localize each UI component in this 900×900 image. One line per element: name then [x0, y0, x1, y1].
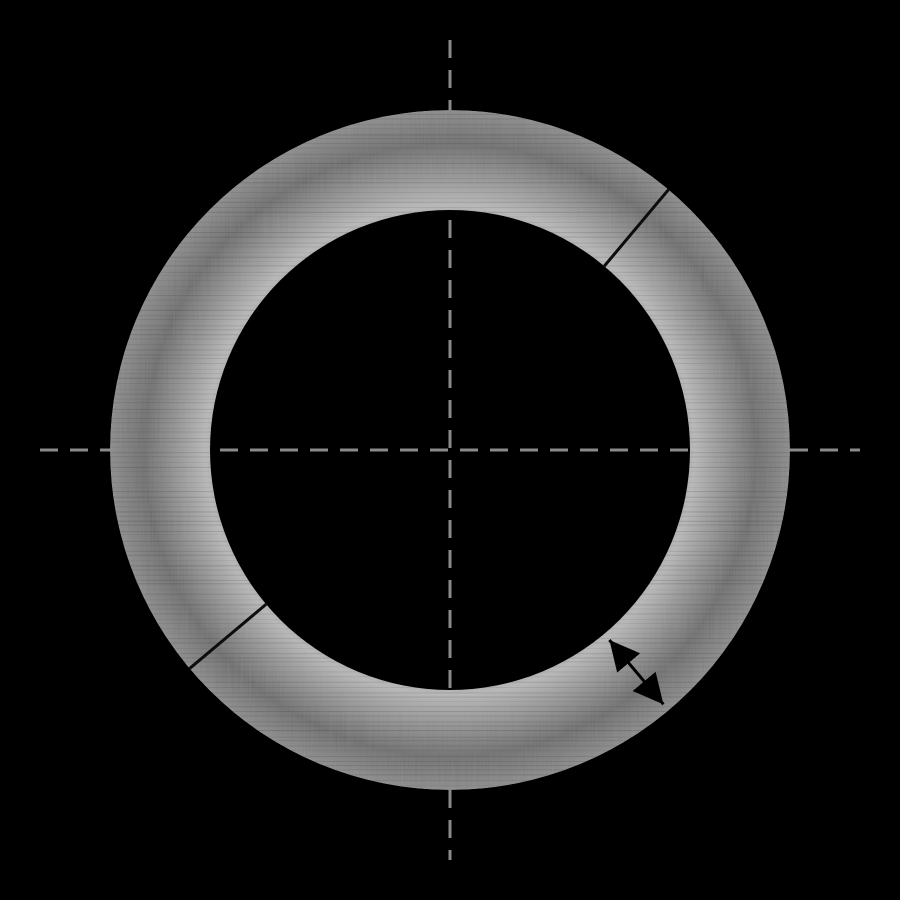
ring-cross-section-diagram [0, 0, 900, 900]
metal-ring [110, 110, 790, 790]
diagram-canvas [0, 0, 900, 900]
